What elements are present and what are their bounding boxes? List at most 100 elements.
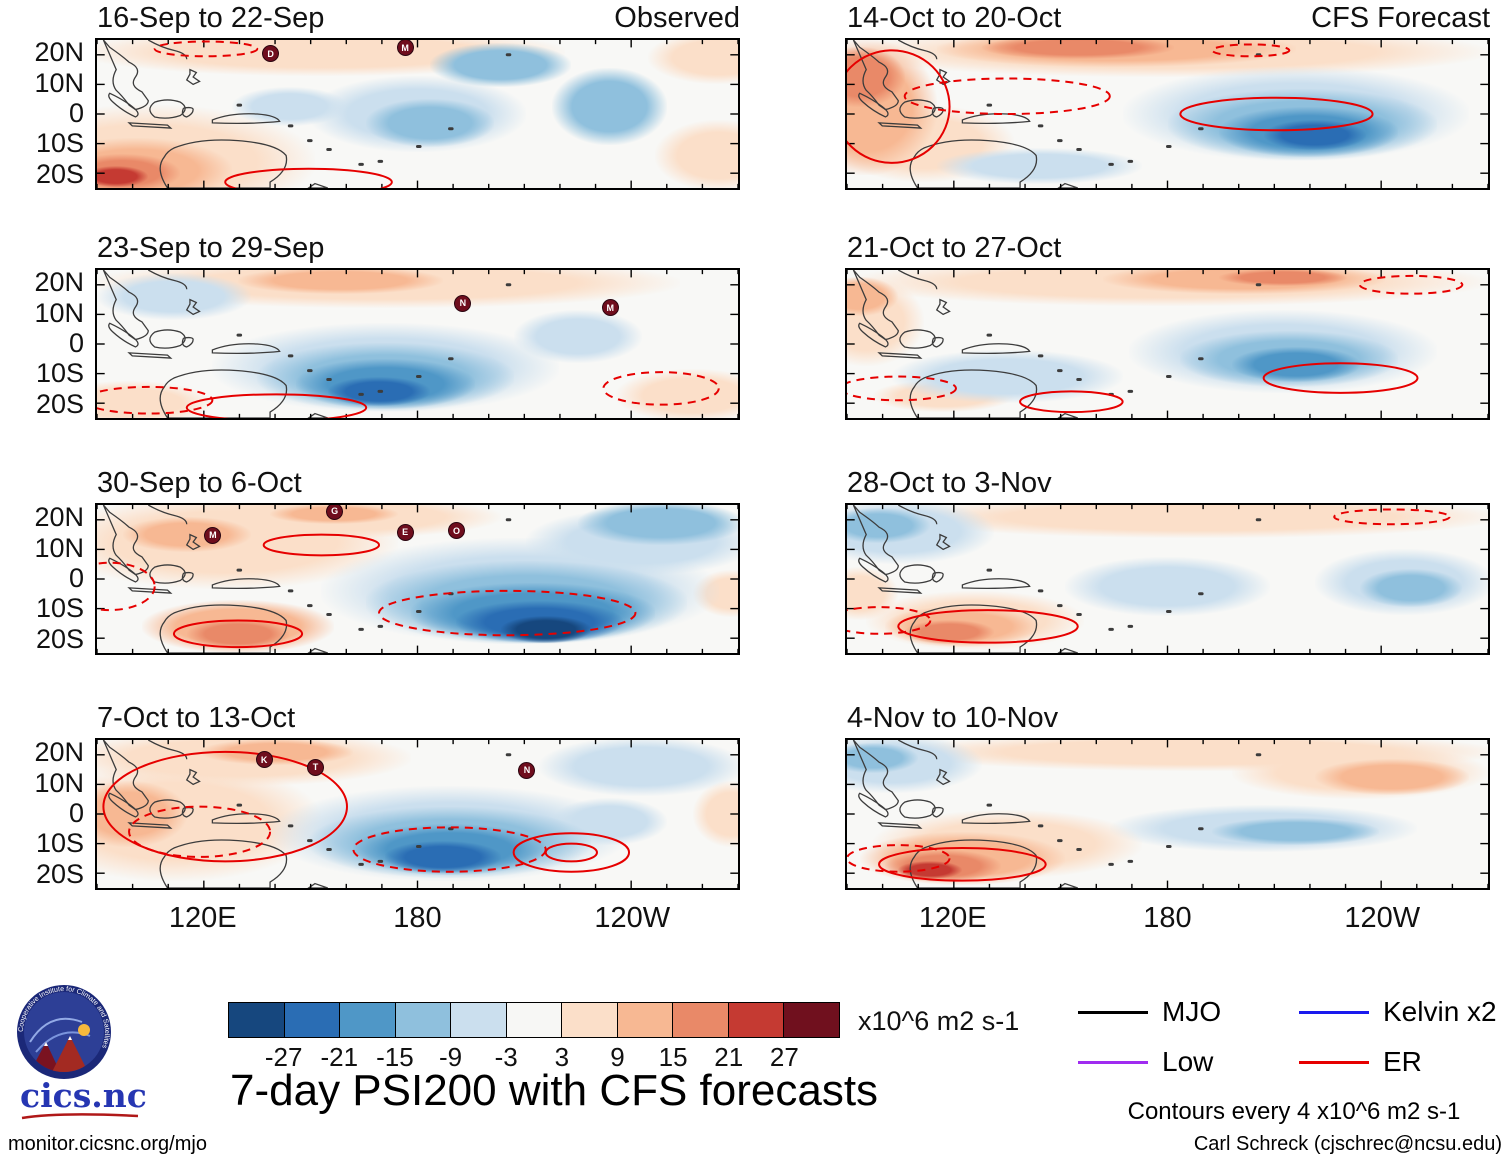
legend-item-low: Low: [1078, 1046, 1289, 1078]
anomaly-shading: [847, 277, 899, 316]
lon-tick-label: 120W: [594, 902, 671, 934]
mjo-line-sample: [1078, 1010, 1148, 1014]
contour-interval-note: Contours every 4 x10^6 m2 s-1: [1127, 1098, 1461, 1125]
colorbar: [228, 1002, 840, 1038]
colorbar-cell: [617, 1003, 674, 1037]
tropical-cyclone-marker: T: [306, 758, 324, 776]
anomaly-shading: [500, 616, 591, 643]
cicsnc-logo-badge: Cooperative Institute for Climate and Sa…: [17, 985, 111, 1079]
colorbar-cell: [229, 1003, 285, 1037]
lat-tick-label: 20N: [34, 267, 84, 298]
lon-tick-label: 180: [393, 902, 442, 934]
lon-tick-label: 180: [1143, 902, 1192, 934]
panel-date-label: 16-Sep to 22-Sep: [97, 2, 325, 34]
lat-tick-label: 10N: [34, 297, 84, 328]
figure-title: 7-day PSI200 with CFS forecasts: [230, 1066, 879, 1115]
anomaly-shading: [936, 148, 1142, 184]
lat-tick-label: 20S: [35, 858, 84, 889]
panel-date-label: 23-Sep to 29-Sep: [97, 232, 325, 264]
colorbar-tick: -21: [320, 1042, 359, 1072]
lat-tick-label: 20N: [34, 502, 84, 533]
lat-tick-label: 0: [68, 798, 84, 828]
colorbar-tick: -27: [264, 1042, 303, 1072]
colorbar-cell: [728, 1003, 785, 1037]
lat-tick-label: 0: [68, 563, 84, 593]
colorbar-tick: -9: [438, 1042, 463, 1072]
panel-date-label: 7-Oct to 13-Oct: [97, 702, 296, 734]
colorbar-cell: [673, 1003, 729, 1037]
anomaly-shading: [385, 840, 501, 874]
panel-observed-week4: 7-Oct to 13-Oct K T N: [95, 702, 740, 890]
tropical-cyclone-marker: M: [601, 299, 619, 316]
column-header-forecast: CFS Forecast: [1311, 2, 1490, 34]
colorbar-units: x10^6 m2 s-1: [858, 1006, 1020, 1036]
panel-observed-week1: 16-Sep to 22-Sep Observed D M: [95, 2, 740, 190]
tropical-cyclone-marker: G: [326, 505, 344, 520]
lat-tick-label: 20S: [35, 388, 84, 419]
anomaly-shading: [238, 270, 444, 294]
panel-date-label: 14-Oct to 20-Oct: [847, 2, 1062, 34]
anomaly-shading: [430, 42, 572, 88]
lat-tick-label: 10S: [35, 128, 84, 159]
footer-url: monitor.cicsnc.org/mjo: [8, 1133, 207, 1155]
legend-label-er: ER: [1383, 1046, 1422, 1077]
lon-tick-label: 120W: [1344, 902, 1421, 934]
colorbar-tick: -3: [494, 1042, 518, 1072]
anomaly-shading: [552, 68, 668, 146]
map-canvas: [845, 503, 1490, 655]
lat-tick-label: 20N: [34, 737, 84, 768]
lat-tick-label: 10S: [35, 828, 84, 859]
map-canvas: [845, 268, 1490, 420]
legend-label-mjo: MJO: [1162, 996, 1222, 1027]
colorbar-cell: [562, 1003, 618, 1037]
kelvin-line-sample: [1299, 1010, 1369, 1014]
tropical-cyclone-marker: M: [396, 40, 414, 57]
tropical-cyclone-marker: N: [454, 294, 472, 312]
lat-tick-label: 0: [68, 328, 84, 358]
lon-tick-label: 120E: [168, 902, 237, 934]
anomaly-shading: [616, 369, 738, 418]
legend-item-er: ER: [1299, 1046, 1510, 1078]
lat-tick-label: 20S: [35, 623, 84, 654]
tropical-cyclone-marker: N: [518, 761, 536, 779]
cicsnc-logo-wordmark: cics.nc: [20, 1076, 147, 1115]
lat-tick-label: 10S: [35, 358, 84, 389]
er-line-sample: [1299, 1060, 1369, 1064]
colorbar-cell: [340, 1003, 396, 1037]
column-header-observed: Observed: [614, 2, 740, 34]
anomaly-shading: [1231, 346, 1360, 383]
colorbar-tick-labels: -27 -21 -15 -9 -3 3 9 15 21 27: [228, 1042, 840, 1072]
anomaly-shading: [1359, 568, 1463, 608]
anomaly-shading: [898, 861, 963, 880]
colorbar-cell: [784, 1003, 840, 1037]
tropical-cyclone-marker: E: [396, 523, 414, 541]
lat-tick-label: 20S: [35, 158, 84, 189]
colorbar-cell: [284, 1003, 341, 1037]
panel-observed-week3: 30-Sep to 6-Oct M G E O: [95, 467, 740, 655]
panel-date-label: 4-Nov to 10-Nov: [847, 702, 1059, 734]
colorbar-tick: 15: [658, 1042, 688, 1072]
anomaly-shading: [231, 87, 347, 126]
map-canvas: [845, 738, 1490, 890]
anomaly-shading: [981, 40, 1174, 60]
lat-tick-label: 20N: [34, 37, 84, 68]
colorbar-cell: [395, 1003, 452, 1037]
legend-label-low: Low: [1162, 1046, 1214, 1077]
panel-date-label: 30-Sep to 6-Oct: [97, 467, 302, 499]
map-canvas: [845, 38, 1490, 190]
tropical-cyclone-marker: D: [262, 45, 280, 63]
anomaly-shading: [1064, 556, 1271, 616]
panel-forecast-week1: 14-Oct to 20-Oct CFS Forecast: [845, 2, 1490, 190]
lat-tick-label: 10N: [34, 67, 84, 98]
legend-item-mjo: MJO: [1078, 996, 1289, 1028]
anomaly-shading: [891, 349, 1123, 404]
tropical-cyclone-marker: O: [447, 522, 465, 540]
colorbar-cell: [506, 1003, 563, 1037]
colorbar-tick: 21: [714, 1042, 744, 1072]
lat-tick-label: 0: [68, 98, 84, 128]
low-line-sample: [1078, 1060, 1148, 1064]
